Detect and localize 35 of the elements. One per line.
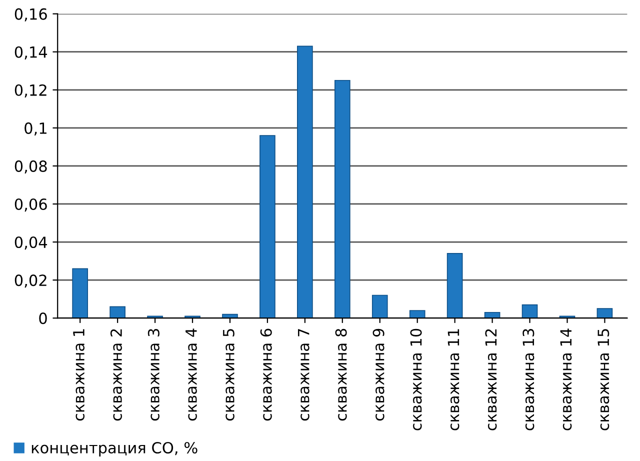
x-tick-label: скважина 4 — [186, 328, 197, 421]
bar — [372, 294, 388, 318]
x-tick-label: скважина 5 — [223, 329, 234, 421]
y-tick-label: 0 — [39, 312, 47, 324]
bar — [596, 308, 613, 318]
bar — [72, 268, 88, 318]
y-tick-label: 0,16 — [14, 8, 47, 22]
legend-label: концентрация CO, % — [32, 442, 198, 456]
x-tick-label: скважина 9 — [372, 328, 384, 421]
y-tick-label: 0,1 — [24, 122, 46, 136]
x-tick-label: скважина 2 — [110, 329, 122, 421]
bar — [334, 80, 350, 318]
bar — [297, 46, 313, 318]
y-tick-label: 0,06 — [14, 198, 47, 212]
y-tick-label: 0,02 — [14, 274, 46, 288]
x-tick-label: скважина 13 — [522, 329, 534, 430]
y-tick-label: 0,08 — [14, 160, 47, 174]
x-tick-label: скважина 7 — [298, 329, 310, 421]
x-tick-label: скважина 8 — [335, 328, 347, 421]
x-tick-label: скважина 10 — [410, 328, 422, 430]
x-tick-label: скважина 11 — [448, 329, 460, 430]
x-tick-label: скважина 14 — [560, 328, 572, 430]
y-tick-label: 0,14 — [14, 46, 48, 60]
y-tick-label: 0,04 — [14, 236, 48, 250]
x-tick-label: скважина 12 — [485, 329, 497, 430]
bar — [522, 304, 538, 318]
bar — [409, 310, 426, 318]
bar — [260, 135, 276, 318]
x-tick-label: скважина 1 — [73, 329, 85, 421]
bar — [446, 253, 463, 318]
x-tick-label: скважина 6 — [260, 328, 272, 421]
x-tick-label: скважина 15 — [598, 329, 610, 430]
y-tick-label: 0,12 — [14, 84, 46, 98]
x-tick-label: скважина 3 — [148, 329, 160, 421]
bar — [110, 306, 126, 318]
